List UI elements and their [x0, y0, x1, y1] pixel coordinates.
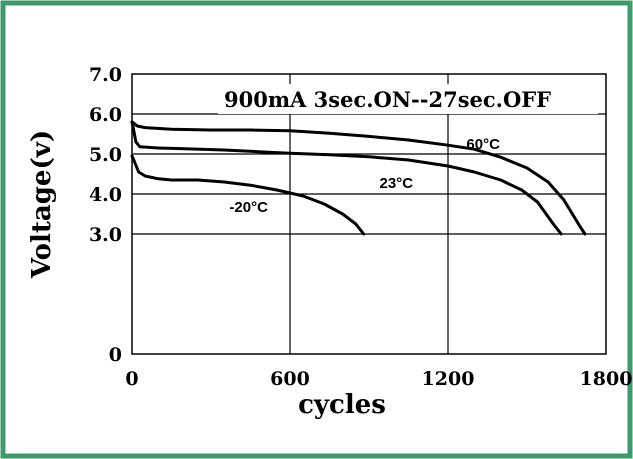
y-tick-label: 5.0	[89, 144, 122, 166]
curve-annotations: 60°C 23°C -20°C	[229, 136, 500, 216]
y-axis-label: Voltage(v)	[27, 130, 57, 279]
y-tick-label: 4.0	[89, 184, 122, 206]
grid-lines	[132, 74, 606, 354]
y-tick-label: 0	[109, 344, 122, 366]
x-tick-labels: 0 600 1200 1800	[125, 368, 632, 390]
curve-label: 23°C	[380, 175, 414, 192]
series-line	[130, 154, 366, 236]
y-tick-label: 6.0	[89, 104, 122, 126]
plot-area	[131, 73, 607, 355]
x-tick-label: 1800	[580, 368, 633, 390]
series-line	[130, 120, 587, 236]
y-tick-label: 7.0	[89, 64, 122, 86]
x-axis-label: cycles	[298, 390, 386, 420]
curve-label: 60°C	[466, 136, 500, 153]
y-tick-labels: 0 3.0 4.0 5.0 6.0 7.0	[89, 64, 122, 366]
series-line	[130, 120, 563, 236]
y-tick-label: 3.0	[89, 224, 122, 246]
chart-title: 900mA 3sec.ON--27sec.OFF	[224, 87, 551, 112]
x-tick-label: 0	[125, 368, 138, 390]
curve-label: -20°C	[229, 199, 268, 216]
x-tick-label: 1200	[422, 368, 475, 390]
title-backdrop	[218, 84, 598, 114]
series-lines	[130, 120, 587, 236]
x-tick-label: 600	[270, 368, 310, 390]
